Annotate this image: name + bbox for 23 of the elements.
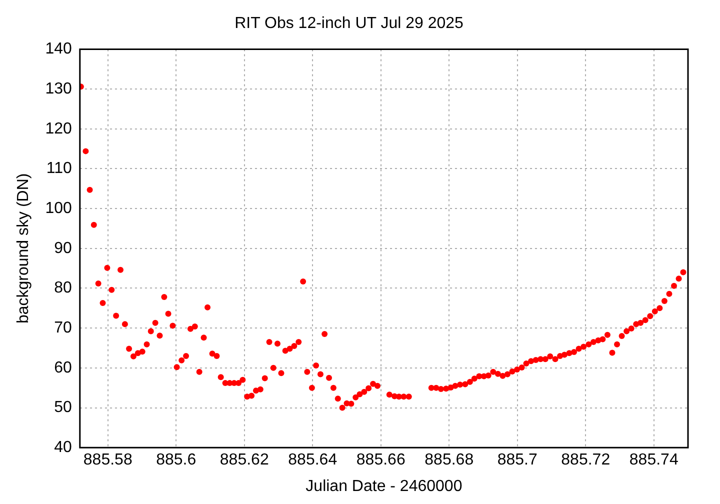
y-tick-label: 50 [54,399,72,416]
x-axis-title: Julian Date - 2460000 [306,478,462,495]
x-tick-label: 885.74 [629,452,678,469]
y-axis-title: background sky (DN) [15,173,32,324]
x-tick-label: 885.62 [220,452,269,469]
x-tick-label: 885.66 [356,452,406,469]
x-tick-label: 885.64 [288,452,338,469]
y-tick-label: 70 [54,319,72,336]
x-tick-label: 885.68 [424,452,474,469]
y-tick-label: 110 [46,160,72,178]
y-tick-label: 80 [54,280,72,297]
y-tick-label: 140 [45,40,72,58]
y-tick-label: 100 [45,200,72,217]
x-tick-label: 885.6 [156,452,196,469]
y-tick-label: 60 [54,359,72,376]
chart-title: RIT Obs 12-inch UT Jul 29 2025 [234,15,464,32]
y-tick-label: 120 [45,120,72,138]
x-tick-label: 885.72 [561,452,610,469]
x-tick-label: 885.7 [497,452,538,469]
y-tick-label: 40 [54,439,72,456]
y-tick-label: 90 [54,240,72,257]
x-tick-label: 885.58 [83,452,132,469]
y-tick-label: 130 [45,80,72,98]
